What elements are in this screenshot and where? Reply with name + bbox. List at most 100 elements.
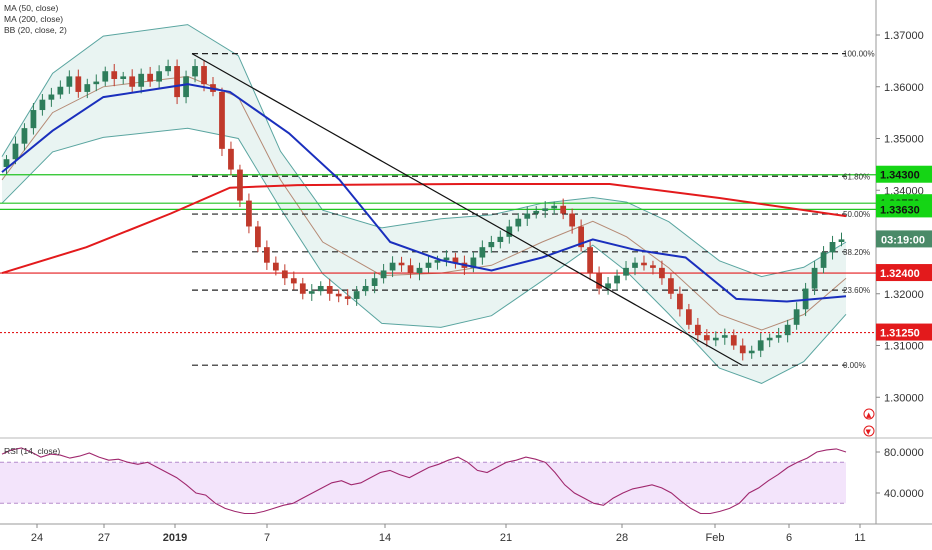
x-tick-label: 24	[31, 532, 43, 544]
fib-label-4: 23.60%	[843, 286, 870, 295]
candle-body	[407, 265, 414, 274]
candle-body	[84, 84, 91, 92]
trendline-segment	[191, 53, 743, 366]
candles	[3, 59, 845, 361]
candle-body	[677, 293, 683, 310]
candle-body	[263, 247, 270, 263]
ma200-line	[1, 183, 847, 275]
legend-rsi[interactable]: RSI (14, close)	[4, 446, 61, 456]
candle-body	[237, 169, 243, 201]
candle-body	[362, 285, 369, 292]
candle-body	[308, 291, 315, 294]
candle-body	[228, 148, 234, 170]
candle-body	[102, 71, 109, 82]
level-tag-4	[876, 323, 932, 341]
candle-body	[614, 275, 620, 284]
bb-fill	[2, 24, 846, 384]
level-tag-0	[876, 165, 932, 183]
candle-body	[21, 128, 28, 144]
alert-icon-glyph: ▲	[866, 411, 872, 419]
fibonacci-retracement[interactable]: 100.00% 61.80% 50.00% 38.20% 23.60% 0.00%	[192, 50, 875, 371]
candle-body	[739, 345, 746, 354]
candle-body	[641, 262, 647, 266]
level-tag-label-0: 1.34300	[880, 170, 920, 182]
candle-body	[3, 159, 10, 167]
candle-body	[569, 213, 576, 227]
candle-body	[174, 66, 180, 98]
legend-bb[interactable]: BB (20, close, 2)	[4, 25, 67, 35]
rsi-path	[1, 447, 847, 515]
candle-body	[57, 86, 64, 95]
x-tick-label: Feb	[706, 532, 725, 544]
alert-icon[interactable]	[863, 408, 875, 420]
candle-body	[201, 66, 207, 85]
legend-ma200[interactable]: MA (200, close)	[4, 14, 64, 24]
candle-body	[694, 324, 701, 336]
x-tick-label: 7	[264, 532, 270, 544]
candle-body	[165, 66, 171, 72]
candle-body	[326, 285, 333, 294]
legend[interactable]: MA (50, close) MA (200, close) BB (20, c…	[4, 3, 67, 36]
candle-body	[470, 257, 477, 268]
candle-body	[389, 262, 396, 271]
fib-label-5: 0.00%	[843, 361, 866, 370]
current-price-label: 03:19:00	[881, 234, 925, 246]
candle-body	[120, 76, 127, 79]
candle-body	[721, 335, 728, 338]
rsi-series: 80.0000 40.0000	[0, 447, 924, 515]
time-axis[interactable]: 24 27 2019 7 14 21 28 Feb 6 11	[31, 524, 866, 544]
x-tick-label: 28	[616, 532, 628, 544]
rsi-band-fill	[0, 462, 846, 504]
level-tag-label-2: 1.33630	[880, 204, 920, 216]
candle-body	[659, 267, 665, 279]
candle-body	[793, 309, 800, 325]
y-tick-label: 1.36000	[884, 82, 924, 94]
x-tick-label: 6	[786, 532, 792, 544]
x-tick-label: 14	[379, 532, 391, 544]
x-tick-label: 2019	[163, 532, 187, 544]
bb-upper	[1, 24, 847, 278]
candle-body	[811, 267, 818, 289]
candle-body	[784, 324, 791, 336]
ma200-path	[1, 183, 847, 275]
candle-body	[820, 252, 827, 268]
calendar-icon[interactable]	[863, 425, 875, 437]
candle-body	[138, 73, 145, 87]
candle-body	[524, 213, 531, 219]
bb-lower	[1, 127, 847, 384]
candle-body	[299, 283, 306, 294]
candle-body	[605, 283, 611, 289]
level-tag-label-3: 1.32400	[880, 268, 920, 280]
candle-body	[111, 71, 118, 79]
legend-ma50[interactable]: MA (50, close)	[4, 3, 59, 13]
y-tick-label: 1.31000	[884, 341, 924, 353]
price-tags: 1.343001.337501.336301.324001.3125003:19…	[876, 165, 932, 341]
candle-body	[335, 293, 342, 297]
candle-body	[39, 99, 46, 111]
fib-label-2: 50.00%	[843, 210, 870, 219]
candle-body	[425, 262, 432, 268]
candle-body	[93, 81, 100, 85]
rsi-y-tick-label: 40.0000	[884, 488, 924, 500]
rsi-y-tick-label: 80.0000	[884, 447, 924, 459]
bollinger-bands	[1, 24, 847, 384]
candle-body	[838, 239, 845, 242]
price-axis[interactable]: 1.370001.360001.350001.340001.330001.320…	[876, 30, 924, 404]
alert-icons[interactable]: ▲ ▼	[863, 408, 875, 437]
candle-body	[829, 242, 836, 253]
trendline[interactable]	[191, 53, 743, 366]
fib-label-0: 100.00%	[843, 50, 875, 59]
candle-body	[712, 337, 719, 341]
candle-body	[255, 226, 261, 248]
candle-body	[317, 285, 324, 292]
candle-body	[416, 267, 423, 274]
candle-body	[48, 94, 55, 100]
y-tick-label: 1.37000	[884, 30, 924, 42]
candle-body	[219, 91, 225, 149]
horizontal-levels[interactable]	[0, 174, 876, 334]
candle-body	[488, 242, 495, 248]
candle-body	[183, 76, 189, 98]
candle-body	[775, 335, 782, 338]
candle-body	[578, 226, 585, 248]
candle-body	[272, 262, 279, 271]
